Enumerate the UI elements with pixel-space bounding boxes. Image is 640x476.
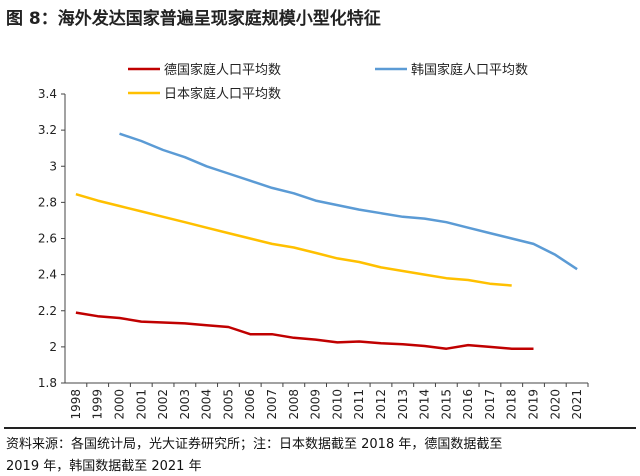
y-tick-label: 2.4 (38, 268, 57, 282)
x-tick-label: 2019 (527, 389, 541, 420)
x-tick-label: 2016 (461, 389, 475, 420)
series-line-2 (75, 193, 512, 287)
x-tick-label: 2007 (265, 389, 279, 420)
x-tick-label: 2009 (309, 389, 323, 420)
x-tick-label: 1998 (69, 389, 83, 420)
source-note-2: 2019 年，韩国数据截至 2021 年 (6, 459, 202, 474)
x-tick-label: 1999 (91, 389, 105, 420)
x-tick-label: 2020 (548, 389, 562, 420)
x-tick-label: 2017 (483, 389, 497, 420)
chart-title: 图 8：海外发达国家普遍呈现家庭规模小型化特征 (6, 9, 381, 29)
series-line-1 (119, 132, 578, 271)
x-tick-label: 2006 (243, 389, 257, 420)
legend-label: 德国家庭人口平均数 (164, 62, 281, 78)
y-tick-label: 3.4 (38, 87, 57, 101)
x-tick-label: 2013 (396, 389, 410, 420)
y-tick-label: 2.2 (38, 304, 57, 318)
y-tick-label: 2.8 (38, 195, 57, 209)
y-tick-label: 3.2 (38, 123, 57, 137)
x-tick-label: 2008 (287, 389, 301, 420)
y-tick-label: 1.8 (38, 376, 57, 390)
x-tick-label: 2010 (330, 389, 344, 420)
x-tick-label: 2001 (134, 389, 148, 420)
legend-label: 韩国家庭人口平均数 (411, 62, 528, 78)
x-tick-label: 2021 (570, 389, 584, 420)
x-tick-label: 2002 (156, 389, 170, 420)
x-tick-label: 2011 (352, 389, 366, 420)
legend-label: 日本家庭人口平均数 (164, 86, 281, 102)
x-tick-label: 2000 (112, 389, 126, 420)
x-tick-label: 2012 (374, 389, 388, 420)
series-line-0 (75, 311, 534, 350)
y-tick-label: 2.6 (38, 232, 57, 246)
divider (4, 427, 636, 429)
x-tick-label: 2018 (505, 389, 519, 420)
source-note: 资料来源：各国统计局，光大证券研究所；注：日本数据截至 2018 年，德国数据截… (6, 437, 503, 452)
x-tick-label: 2015 (439, 389, 453, 420)
y-tick-label: 3 (49, 159, 57, 173)
x-tick-label: 2005 (221, 389, 235, 420)
x-tick-label: 2003 (178, 389, 192, 420)
y-tick-label: 2 (49, 340, 57, 354)
x-tick-label: 2004 (200, 389, 214, 420)
x-tick-label: 2014 (418, 389, 432, 420)
